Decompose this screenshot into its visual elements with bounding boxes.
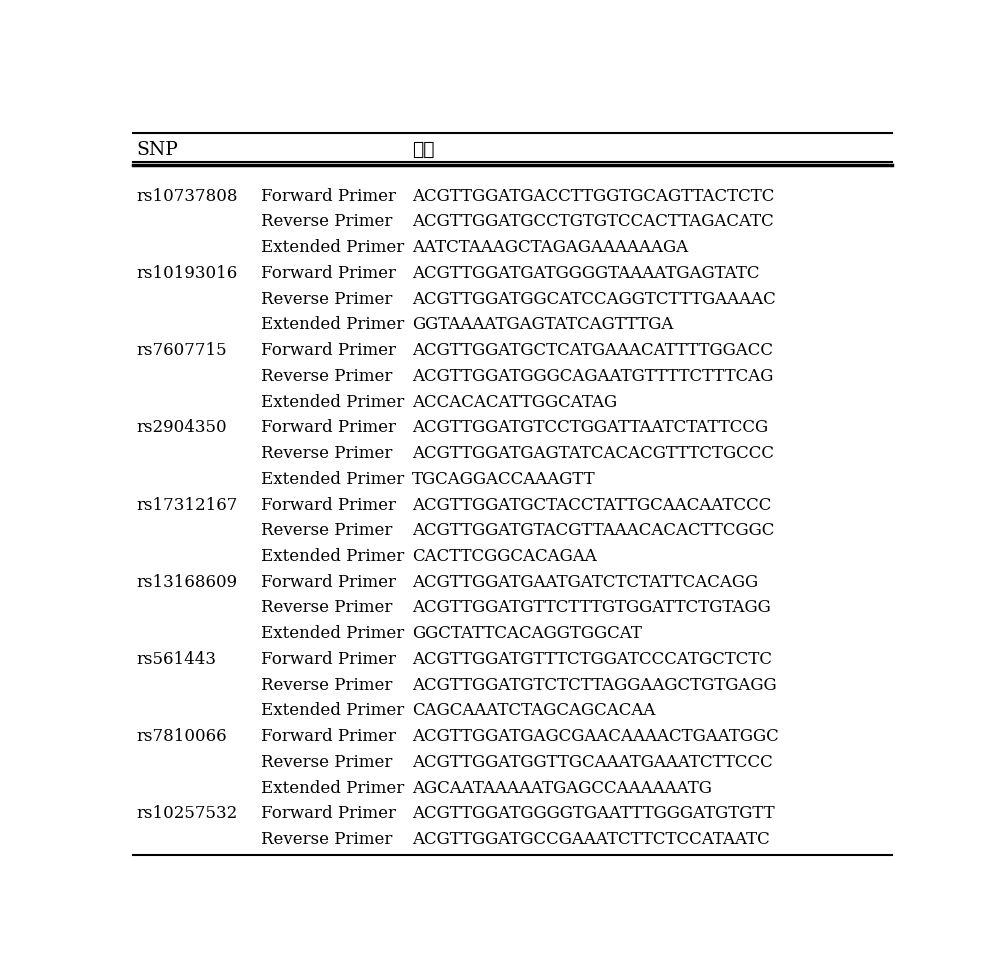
Text: ACGTTGGATGATGGGGTAAAATGAGTATC: ACGTTGGATGATGGGGTAAAATGAGTATC xyxy=(412,265,759,282)
Text: GGCTATTCACAGGTGGCAT: GGCTATTCACAGGTGGCAT xyxy=(412,625,642,642)
Text: Reverse Primer: Reverse Primer xyxy=(261,600,392,616)
Text: ACGTTGGATGTTCTTTGTGGATTCTGTAGG: ACGTTGGATGTTCTTTGTGGATTCTGTAGG xyxy=(412,600,770,616)
Text: Reverse Primer: Reverse Primer xyxy=(261,445,392,462)
Text: Reverse Primer: Reverse Primer xyxy=(261,522,392,540)
Text: Extended Primer: Extended Primer xyxy=(261,393,404,411)
Text: rs10193016: rs10193016 xyxy=(137,265,238,282)
Text: AATCTAAAGCTAGAGAAAAAAGA: AATCTAAAGCTAGAGAAAAAAGA xyxy=(412,239,688,256)
Text: rs17312167: rs17312167 xyxy=(137,496,238,514)
Text: GGTAAAATGAGTATCAGTTTGA: GGTAAAATGAGTATCAGTTTGA xyxy=(412,316,673,333)
Text: Forward Primer: Forward Primer xyxy=(261,496,396,514)
Text: 引物: 引物 xyxy=(412,141,434,159)
Text: Forward Primer: Forward Primer xyxy=(261,188,396,204)
Text: Extended Primer: Extended Primer xyxy=(261,316,404,333)
Text: ACGTTGGATGTTTCTGGATCCCATGCTCTC: ACGTTGGATGTTTCTGGATCCCATGCTCTC xyxy=(412,651,772,668)
Text: ACGTTGGATGGTTGCAAATGAAATCTTCCC: ACGTTGGATGGTTGCAAATGAAATCTTCCC xyxy=(412,754,772,771)
Text: ACGTTGGATGGGCAGAATGTTTTCTTTCAG: ACGTTGGATGGGCAGAATGTTTTCTTTCAG xyxy=(412,368,773,385)
Text: TGCAGGACCAAAGTT: TGCAGGACCAAAGTT xyxy=(412,471,595,487)
Text: rs13168609: rs13168609 xyxy=(137,574,238,591)
Text: Extended Primer: Extended Primer xyxy=(261,625,404,642)
Text: ACGTTGGATGAATGATCTCTATTCACAGG: ACGTTGGATGAATGATCTCTATTCACAGG xyxy=(412,574,758,591)
Text: ACGTTGGATGGGGTGAATTTGGGATGTGTT: ACGTTGGATGGGGTGAATTTGGGATGTGTT xyxy=(412,805,774,823)
Text: CAGCAAATCTAGCAGCACAA: CAGCAAATCTAGCAGCACAA xyxy=(412,703,655,719)
Text: ACGTTGGATGCTCATGAAACATTTTGGACC: ACGTTGGATGCTCATGAAACATTTTGGACC xyxy=(412,342,773,359)
Text: rs561443: rs561443 xyxy=(137,651,217,668)
Text: ACGTTGGATGACCTTGGTGCAGTTACTCTC: ACGTTGGATGACCTTGGTGCAGTTACTCTC xyxy=(412,188,774,204)
Text: rs7810066: rs7810066 xyxy=(137,728,227,745)
Text: ACGTTGGATGTCCTGGATTAATCTATTCCG: ACGTTGGATGTCCTGGATTAATCTATTCCG xyxy=(412,420,768,436)
Text: Reverse Primer: Reverse Primer xyxy=(261,368,392,385)
Text: Extended Primer: Extended Primer xyxy=(261,471,404,487)
Text: ACCACACATTGGCATAG: ACCACACATTGGCATAG xyxy=(412,393,617,411)
Text: SNP: SNP xyxy=(137,141,178,159)
Text: Reverse Primer: Reverse Primer xyxy=(261,291,392,307)
Text: ACGTTGGATGCCTGTGTCCACTTAGACATC: ACGTTGGATGCCTGTGTCCACTTAGACATC xyxy=(412,213,774,231)
Text: ACGTTGGATGCCGAAATCTTCTCCATAATC: ACGTTGGATGCCGAAATCTTCTCCATAATC xyxy=(412,831,770,848)
Text: Forward Primer: Forward Primer xyxy=(261,805,396,823)
Text: ACGTTGGATGTCTCTTAGGAAGCTGTGAGG: ACGTTGGATGTCTCTTAGGAAGCTGTGAGG xyxy=(412,676,776,694)
Text: Forward Primer: Forward Primer xyxy=(261,728,396,745)
Text: Forward Primer: Forward Primer xyxy=(261,265,396,282)
Text: rs10257532: rs10257532 xyxy=(137,805,238,823)
Text: CACTTCGGCACAGAA: CACTTCGGCACAGAA xyxy=(412,548,596,565)
Text: ACGTTGGATGAGTATCACACGTTTCTGCCC: ACGTTGGATGAGTATCACACGTTTCTGCCC xyxy=(412,445,774,462)
Text: rs2904350: rs2904350 xyxy=(137,420,227,436)
Text: rs10737808: rs10737808 xyxy=(137,188,238,204)
Text: Forward Primer: Forward Primer xyxy=(261,342,396,359)
Text: rs7607715: rs7607715 xyxy=(137,342,227,359)
Text: Reverse Primer: Reverse Primer xyxy=(261,754,392,771)
Text: Forward Primer: Forward Primer xyxy=(261,651,396,668)
Text: Reverse Primer: Reverse Primer xyxy=(261,213,392,231)
Text: ACGTTGGATGTACGTTAAACACACTTCGGC: ACGTTGGATGTACGTTAAACACACTTCGGC xyxy=(412,522,774,540)
Text: Forward Primer: Forward Primer xyxy=(261,574,396,591)
Text: Extended Primer: Extended Primer xyxy=(261,780,404,797)
Text: Forward Primer: Forward Primer xyxy=(261,420,396,436)
Text: Extended Primer: Extended Primer xyxy=(261,239,404,256)
Text: ACGTTGGATGAGCGAACAAAACTGAATGGC: ACGTTGGATGAGCGAACAAAACTGAATGGC xyxy=(412,728,778,745)
Text: Reverse Primer: Reverse Primer xyxy=(261,831,392,848)
Text: AGCAATAAAAATGAGCCAAAAAATG: AGCAATAAAAATGAGCCAAAAAATG xyxy=(412,780,712,797)
Text: Reverse Primer: Reverse Primer xyxy=(261,676,392,694)
Text: ACGTTGGATGGCATCCAGGTCTTTGAAAAC: ACGTTGGATGGCATCCAGGTCTTTGAAAAC xyxy=(412,291,776,307)
Text: ACGTTGGATGCTACCTATTGCAACAATCCC: ACGTTGGATGCTACCTATTGCAACAATCCC xyxy=(412,496,771,514)
Text: Extended Primer: Extended Primer xyxy=(261,548,404,565)
Text: Extended Primer: Extended Primer xyxy=(261,703,404,719)
